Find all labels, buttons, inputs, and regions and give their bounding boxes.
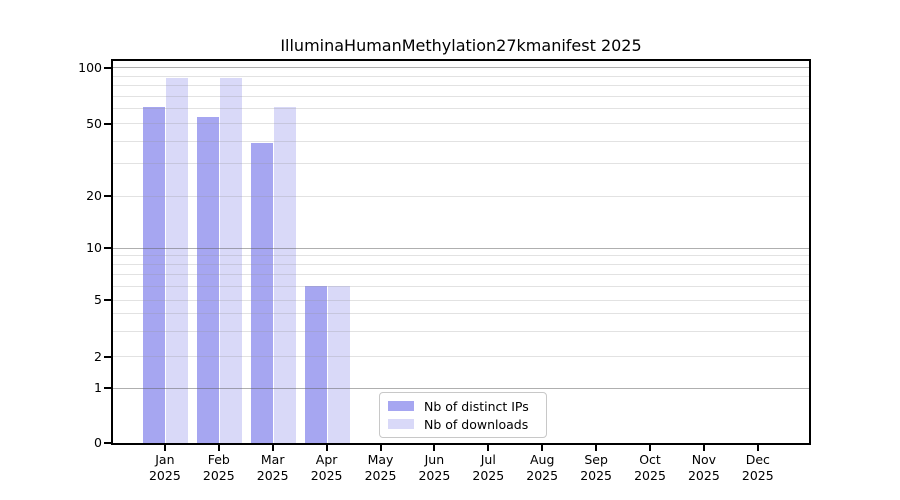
x-tick xyxy=(649,445,651,451)
x-tick-label: Oct 2025 xyxy=(634,452,666,483)
x-tick xyxy=(595,445,598,451)
x-tick-label: Jan 2025 xyxy=(148,452,181,483)
gridline-minor xyxy=(113,108,809,110)
x-tick xyxy=(217,445,220,451)
x-tick-label: Nov 2025 xyxy=(687,452,720,483)
gridline-major xyxy=(113,247,809,249)
y-tick xyxy=(104,66,111,69)
legend-swatch-distinct-ips xyxy=(388,401,414,411)
x-tick-label: Sep 2025 xyxy=(580,452,612,483)
legend-swatch-downloads xyxy=(388,419,414,429)
x-tick-label: May 2025 xyxy=(364,452,397,483)
y-tick xyxy=(104,195,111,197)
x-axis-spine xyxy=(111,443,811,445)
y-tick-label: 10 xyxy=(86,240,102,255)
x-tick-label: Mar 2025 xyxy=(256,452,289,483)
gridline-minor xyxy=(113,75,809,77)
x-tick-label: Apr 2025 xyxy=(310,452,343,483)
legend-label-distinct-ips: Nb of distinct IPs xyxy=(424,398,529,414)
bar-distinct-ips-jan xyxy=(143,107,165,443)
x-tick xyxy=(541,445,544,451)
x-tick-label: Jul 2025 xyxy=(472,452,505,483)
x-tick xyxy=(163,445,166,451)
x-tick-label: Aug 2025 xyxy=(526,452,559,483)
gridline-minor xyxy=(113,274,809,276)
top-axis-spine xyxy=(111,59,811,61)
bar-downloads-feb xyxy=(220,77,242,443)
legend-label-downloads: Nb of downloads xyxy=(424,416,529,432)
gridline-minor xyxy=(113,313,809,315)
bar-downloads-apr xyxy=(328,286,350,443)
gridline-minor xyxy=(113,299,809,301)
y-tick-label: 5 xyxy=(94,292,102,307)
x-tick xyxy=(379,445,382,451)
chart-title: IlluminaHumanMethylation27kmanifest 2025 xyxy=(280,36,642,55)
gridline-minor xyxy=(113,285,809,287)
x-tick xyxy=(325,445,328,451)
gridline-minor xyxy=(113,85,809,87)
y-tick-label: 20 xyxy=(86,188,102,203)
bar-distinct-ips-mar xyxy=(251,143,273,443)
y-tick xyxy=(104,299,111,301)
y-axis-spine xyxy=(111,59,113,445)
gridline-minor xyxy=(113,163,809,165)
gridline-minor xyxy=(113,95,809,97)
y-tick-label: 2 xyxy=(94,348,102,364)
y-tick-label: 0 xyxy=(94,435,102,450)
legend: Nb of distinct IPs Nb of downloads xyxy=(379,392,547,438)
gridline-major xyxy=(113,387,809,389)
gridline-minor xyxy=(113,140,809,142)
gridline-minor xyxy=(113,330,809,332)
y-tick-label: 50 xyxy=(86,115,102,131)
y-tick xyxy=(104,442,111,444)
y-tick xyxy=(104,387,111,389)
legend-item-downloads: Nb of downloads xyxy=(388,417,546,432)
gridline-minor xyxy=(113,195,809,197)
x-tick xyxy=(271,445,274,451)
x-tick xyxy=(702,445,705,451)
y-tick-label: 100 xyxy=(78,59,102,75)
y-tick xyxy=(104,122,111,125)
gridline-major xyxy=(113,67,809,68)
x-tick-label: Feb 2025 xyxy=(202,452,235,483)
x-tick xyxy=(433,445,436,451)
y-tick xyxy=(104,355,111,358)
x-tick xyxy=(756,445,759,451)
gridline-minor xyxy=(113,264,809,266)
bar-distinct-ips-feb xyxy=(197,117,219,443)
right-axis-spine xyxy=(809,59,811,445)
x-tick xyxy=(487,445,490,451)
bar-downloads-jan xyxy=(166,77,188,443)
gridline-minor xyxy=(113,123,809,124)
x-tick-label: Dec 2025 xyxy=(741,452,774,483)
bar-distinct-ips-apr xyxy=(305,286,327,443)
y-tick-label: 1 xyxy=(94,380,102,395)
bar-downloads-mar xyxy=(274,107,296,443)
gridline-minor xyxy=(113,356,809,357)
x-tick-label: Jun 2025 xyxy=(418,452,451,483)
y-tick xyxy=(104,247,111,249)
legend-item-distinct-ips: Nb of distinct IPs xyxy=(388,399,546,414)
gridline-minor xyxy=(113,255,809,257)
